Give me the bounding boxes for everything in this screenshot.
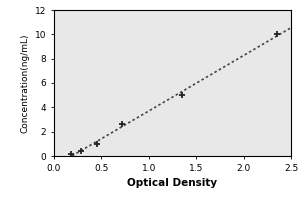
X-axis label: Optical Density: Optical Density (128, 178, 218, 188)
Y-axis label: Concentration(ng/mL): Concentration(ng/mL) (20, 33, 29, 133)
